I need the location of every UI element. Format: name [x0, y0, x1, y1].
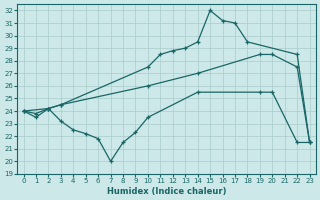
X-axis label: Humidex (Indice chaleur): Humidex (Indice chaleur) [107, 187, 226, 196]
